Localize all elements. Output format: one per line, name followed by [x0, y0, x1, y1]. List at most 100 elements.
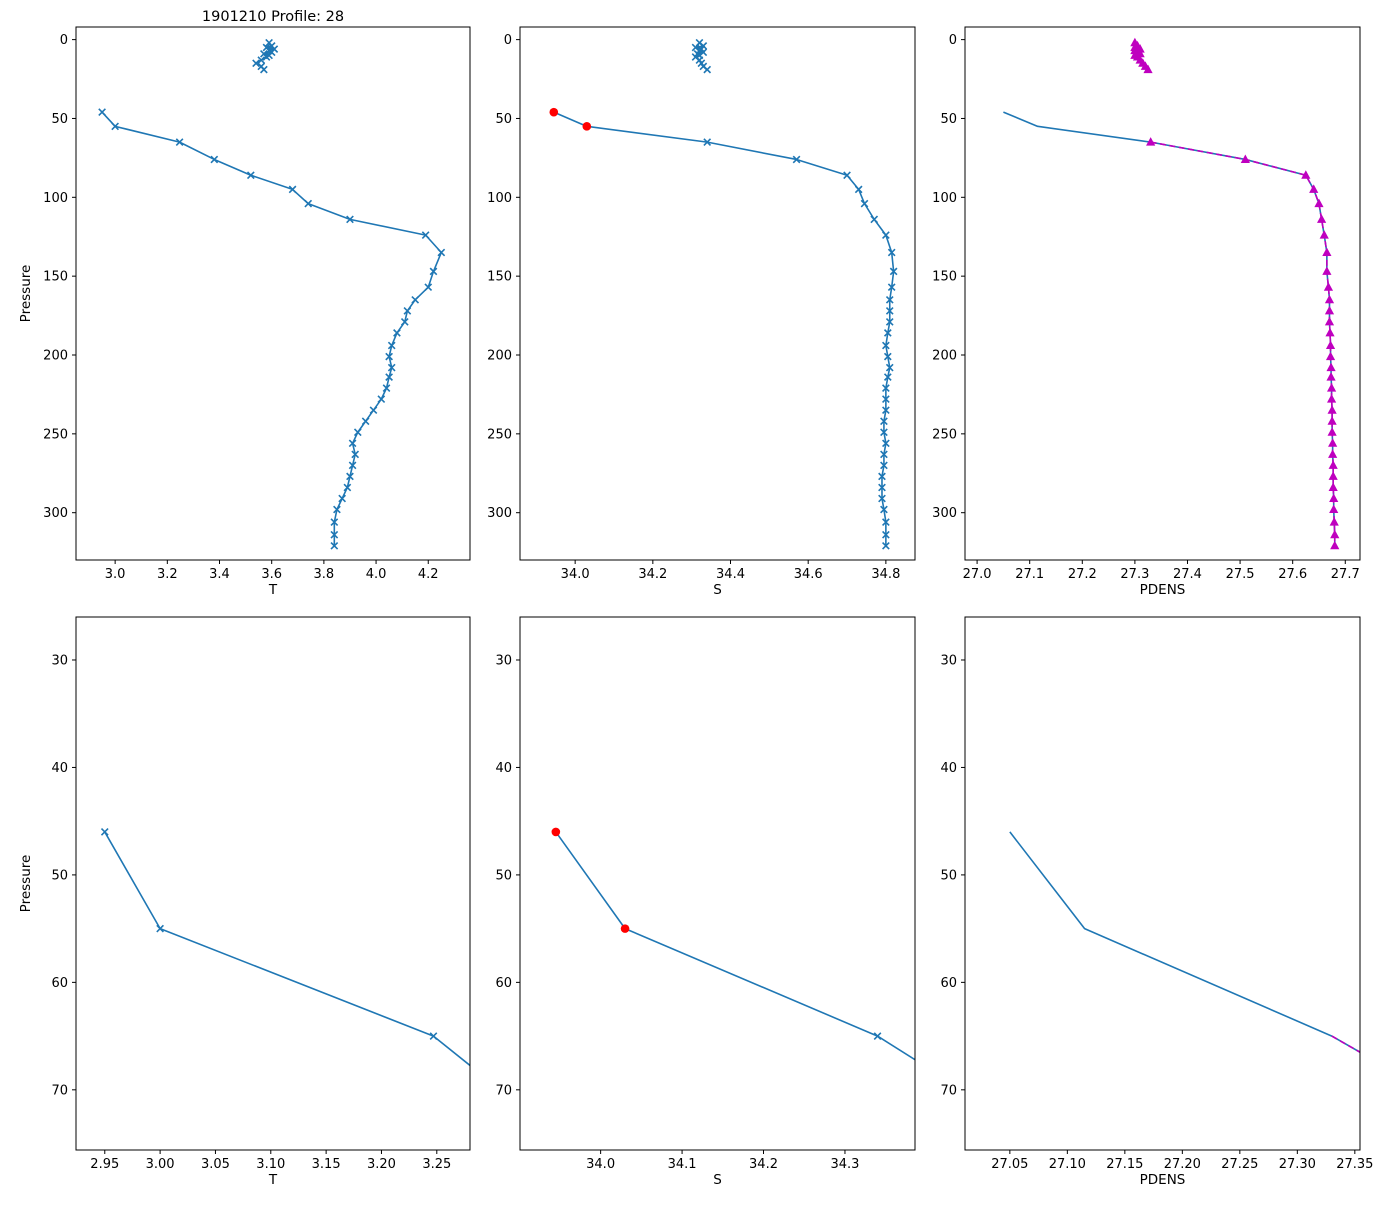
series-line-main-profile-pdens [1003, 111, 1336, 546]
y-axis-ticks: 30 40 50 60 70 [495, 653, 520, 1098]
y-tick-label: 0 [504, 33, 512, 48]
triangle-marker [1325, 340, 1336, 350]
x-marker [703, 65, 712, 74]
x-marker [353, 428, 362, 437]
x-marker [330, 518, 339, 527]
series-markers-zoom-profile-T [100, 828, 438, 1040]
axes-frame [964, 616, 1361, 1151]
triangle-marker [1327, 427, 1337, 436]
axes-frame [519, 616, 916, 1151]
y-tick-label: 300 [43, 506, 68, 521]
series-markers-surface-cluster-T [252, 38, 279, 74]
series-markers-surface-cluster-S [691, 38, 712, 74]
series-line-main-profile-T [101, 111, 443, 546]
x-axis-label: S [713, 582, 722, 598]
series-markers-surface-cluster-pdens-overlay [1130, 37, 1153, 74]
y-tick-label: 60 [495, 976, 512, 991]
axes-frame [75, 26, 471, 561]
x-marker [880, 428, 888, 437]
x-axis-label: S [713, 1172, 722, 1188]
x-axis-ticks: 27.0 27.1 27.2 27.3 27.4 27.5 27.6 27.7 [963, 560, 1360, 582]
x-marker [387, 363, 396, 372]
circle-marker [620, 924, 630, 933]
series-markers-main-profile-T [98, 108, 446, 550]
x-marker [304, 199, 313, 208]
x-marker [424, 283, 433, 292]
x-marker [878, 494, 886, 503]
triangle-marker [1328, 449, 1338, 458]
x-marker [252, 59, 260, 68]
y-tick-label: 150 [487, 270, 512, 285]
x-marker [156, 924, 164, 933]
x-marker [377, 395, 386, 404]
triangle-marker [1240, 154, 1250, 163]
y-axis-label: Pressure [18, 855, 34, 913]
y-tick-label: 200 [43, 349, 68, 364]
x-tick-label: 27.10 [1049, 1157, 1086, 1172]
x-tick-label: 34.2 [638, 567, 667, 582]
x-marker [369, 406, 378, 415]
y-tick-label: 250 [932, 427, 957, 442]
plot-series-area [1009, 831, 1360, 1054]
y-axis-label: Pressure [18, 265, 34, 323]
x-tick-label: 34.1 [668, 1157, 697, 1172]
axes-frame [75, 616, 471, 1151]
subplot-T-zoom: 2.95 3.00 3.05 3.10 3.15 3.20 3.25 30 40 50 60 70 T P… [18, 616, 471, 1188]
x-marker [887, 248, 896, 257]
x-tick-label: 3.25 [422, 1157, 451, 1172]
triangle-marker [1330, 540, 1340, 550]
x-marker [330, 541, 339, 550]
plot-series-area [100, 828, 470, 1067]
y-tick-label: 50 [940, 112, 957, 127]
x-axis-label: T [268, 1172, 278, 1188]
y-tick-label: 70 [940, 1083, 957, 1098]
y-tick-label: 70 [495, 1083, 512, 1098]
x-marker [870, 215, 879, 224]
x-tick-label: 34.4 [716, 567, 745, 582]
x-marker [882, 231, 890, 240]
subplot-PDENS-full: 27.0 27.1 27.2 27.3 27.4 27.5 27.6 27.7 0 50 100 15… [932, 26, 1361, 598]
x-tick-label: 27.3 [1120, 567, 1149, 582]
y-tick-label: 30 [51, 653, 68, 668]
x-tick-label: 3.15 [312, 1157, 341, 1172]
triangle-marker [1317, 214, 1327, 223]
triangle-marker [1146, 137, 1156, 146]
triangle-marker [1327, 405, 1337, 414]
y-tick-label: 100 [43, 191, 68, 206]
x-marker [885, 306, 894, 315]
x-tick-label: 27.6 [1278, 567, 1307, 582]
x-marker [882, 439, 890, 448]
y-tick-label: 150 [932, 270, 957, 285]
x-marker [873, 1032, 882, 1040]
y-axis-ticks: 0 50 100 150 200 250 300 [487, 33, 520, 521]
x-marker [387, 341, 396, 350]
plot-series-area [1003, 37, 1340, 550]
triangle-marker [1143, 64, 1153, 74]
x-marker [330, 530, 339, 539]
x-marker [882, 341, 890, 350]
x-tick-label: 4.0 [366, 567, 387, 582]
x-axis-ticks: 2.95 3.00 3.05 3.10 3.15 3.20 3.25 [90, 1150, 451, 1172]
x-marker [882, 406, 890, 415]
x-tick-label: 27.30 [1279, 1157, 1316, 1172]
x-tick-label: 4.2 [418, 567, 439, 582]
x-marker [262, 53, 271, 61]
x-marker [351, 450, 360, 459]
figure-title: 1901210 Profile: 28 [201, 9, 345, 25]
y-tick-label: 0 [949, 33, 957, 48]
triangle-marker [1326, 372, 1336, 381]
plot-series-area [551, 827, 915, 1061]
x-tick-label: 27.15 [1106, 1157, 1143, 1172]
triangle-marker [1328, 471, 1338, 480]
x-marker [703, 138, 712, 146]
x-tick-label: 3.2 [157, 567, 178, 582]
subplot-PDENS-zoom: 27.05 27.10 27.15 27.20 27.25 27.30 27.35 30 40 5… [940, 616, 1373, 1188]
x-marker [260, 65, 268, 74]
x-tick-label: 27.1 [1015, 567, 1044, 582]
circle-marker [549, 107, 559, 117]
x-axis-label: T [268, 582, 278, 598]
series-line-pdens-overlay-dashed [1150, 141, 1336, 546]
subplot-S-zoom: 34.0 34.1 34.2 34.3 30 40 50 60 70 S [495, 616, 916, 1188]
triangle-marker [1326, 383, 1337, 392]
